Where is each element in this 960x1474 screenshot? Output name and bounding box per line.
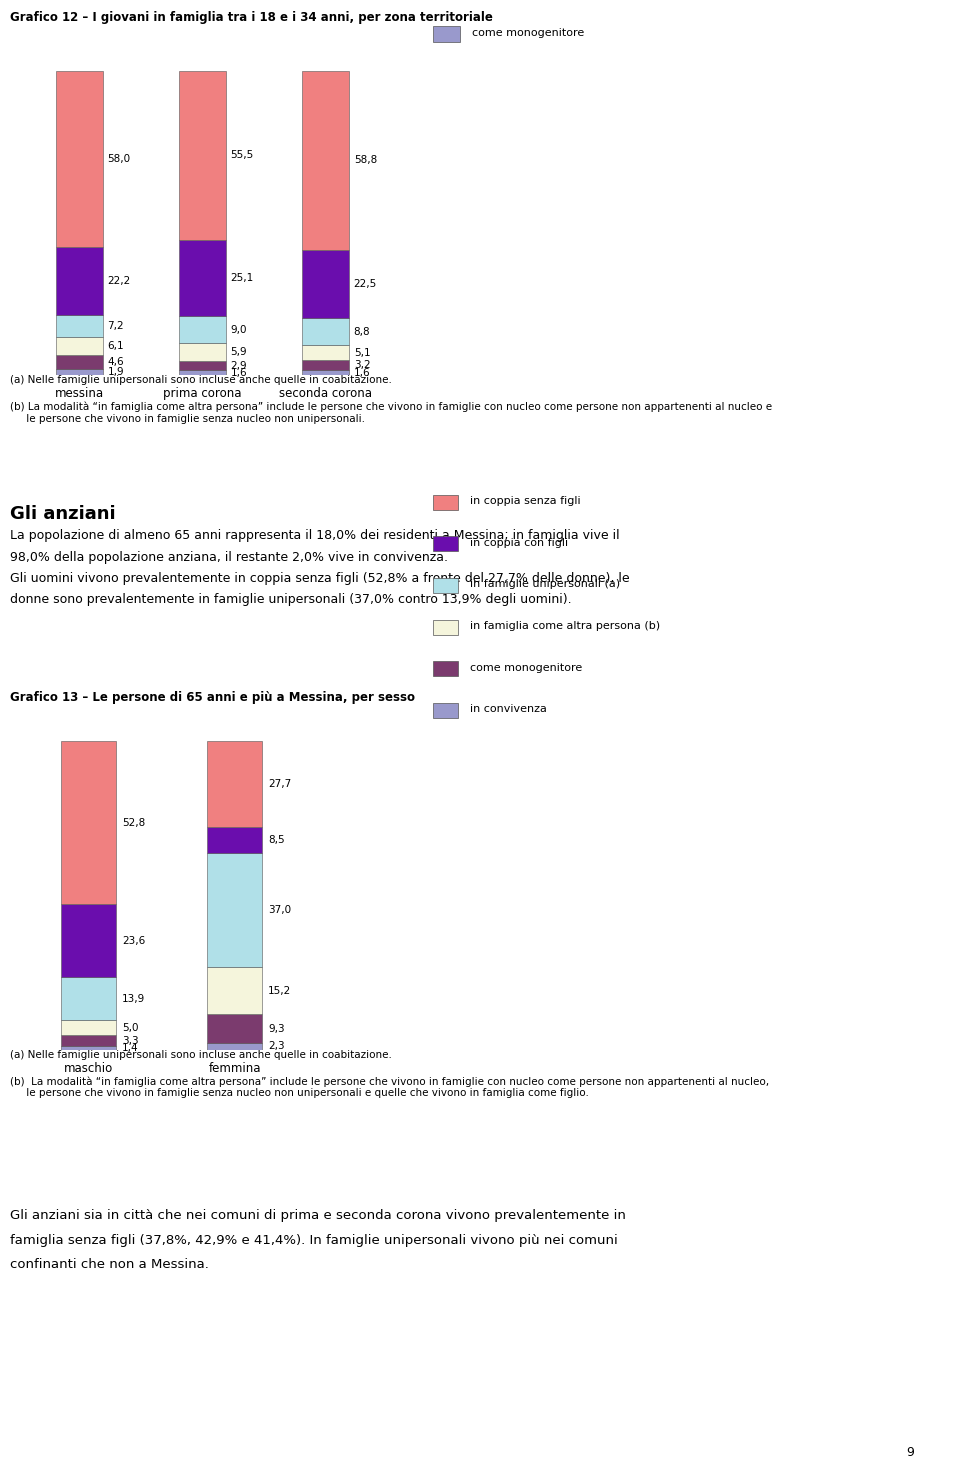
Bar [206,1014,262,1044]
Text: 5,1: 5,1 [353,348,371,358]
Text: 1,4: 1,4 [122,1042,138,1052]
Text: come monogenitore: come monogenitore [470,662,583,672]
Text: 22,2: 22,2 [108,276,131,286]
Text: Grafico 12 – I giovani in famiglia tra i 18 e i 34 anni, per zona territoriale: Grafico 12 – I giovani in famiglia tra i… [10,10,492,24]
Text: confinanti che non a Messina.: confinanti che non a Messina. [10,1257,209,1271]
Bar [433,495,458,510]
Text: donne sono prevalentemente in famiglie unipersonali (37,0% contro 13,9% degli uo: donne sono prevalentemente in famiglie u… [10,593,571,606]
Bar [206,967,262,1014]
Text: 5,0: 5,0 [122,1023,138,1033]
Text: 5,9: 5,9 [230,348,248,357]
Text: 22,5: 22,5 [353,279,377,289]
Bar [433,537,458,551]
Text: in coppia con figli: in coppia con figli [470,538,568,547]
Text: 3,2: 3,2 [353,360,371,370]
Bar [179,343,226,361]
Text: 2,3: 2,3 [268,1042,285,1051]
Bar [206,741,262,827]
Text: 58,0: 58,0 [108,155,131,164]
Bar [179,361,226,370]
Bar [179,240,226,315]
Bar [206,827,262,853]
Text: 25,1: 25,1 [230,273,253,283]
Text: seconda corona: seconda corona [279,388,372,399]
Bar [302,345,348,361]
Text: 8,8: 8,8 [353,327,371,336]
Bar [302,71,348,249]
Text: Gli uomini vivono prevalentemente in coppia senza figli (52,8% a fronte del 27,7: Gli uomini vivono prevalentemente in cop… [10,572,630,585]
Text: (b)  La modalità “in famiglia come altra persona” include le persone che vivono : (b) La modalità “in famiglia come altra … [10,1076,769,1098]
Text: Grafico 13 – Le persone di 65 anni e più a Messina, per sesso: Grafico 13 – Le persone di 65 anni e più… [10,690,415,703]
Bar [302,361,348,370]
Text: (a) Nelle famiglie unipersonali sono incluse anche quelle in coabitazione.: (a) Nelle famiglie unipersonali sono inc… [10,374,392,385]
Bar [433,619,458,635]
Bar [56,248,103,315]
Text: 37,0: 37,0 [268,905,291,915]
Bar [302,249,348,318]
Text: maschio: maschio [63,1063,113,1076]
Text: in famiglie unipersonali (a): in famiglie unipersonali (a) [470,579,620,590]
Text: 6,1: 6,1 [108,340,124,351]
Text: come monogenitore: come monogenitore [472,28,585,38]
Text: 2,9: 2,9 [230,361,248,371]
Bar [302,370,348,374]
Bar [56,368,103,374]
Text: 9,0: 9,0 [230,324,247,335]
Bar [60,1045,116,1049]
Bar [179,370,226,374]
Text: 52,8: 52,8 [122,818,145,828]
Text: Gli anziani sia in città che nei comuni di prima e seconda corona vivono prevale: Gli anziani sia in città che nei comuni … [10,1209,626,1222]
Text: 1,6: 1,6 [353,367,371,377]
Bar [60,1036,116,1045]
Text: 4,6: 4,6 [108,357,124,367]
Bar [60,741,116,904]
Text: 9,3: 9,3 [268,1023,285,1033]
Text: 3,3: 3,3 [122,1036,138,1045]
Bar [179,71,226,240]
Text: Gli anziani: Gli anziani [10,506,115,523]
Text: 98,0% della popolazione anziana, il restante 2,0% vive in convivenza.: 98,0% della popolazione anziana, il rest… [10,550,448,563]
Text: 23,6: 23,6 [122,936,145,946]
Bar [56,336,103,355]
Bar [433,662,458,677]
Bar [56,315,103,336]
Text: messina: messina [55,388,104,399]
Text: in convivenza: in convivenza [470,705,547,715]
Text: (b) La modalità “in famiglia come altra persona” include le persone che vivono i: (b) La modalità “in famiglia come altra … [10,401,772,423]
Bar [206,1044,262,1049]
Text: 13,9: 13,9 [122,993,145,1004]
Bar [179,315,226,343]
Text: La popolazione di almeno 65 anni rappresenta il 18,0% dei residenti a Messina; i: La popolazione di almeno 65 anni rappres… [10,529,619,542]
Text: 9: 9 [906,1446,914,1459]
Text: 58,8: 58,8 [353,155,377,165]
Text: femmina: femmina [208,1063,261,1076]
Text: (a) Nelle famiglie unipersonali sono incluse anche quelle in coabitazione.: (a) Nelle famiglie unipersonali sono inc… [10,1049,392,1060]
Text: 55,5: 55,5 [230,150,253,161]
Bar [60,1020,116,1036]
Text: 7,2: 7,2 [108,321,124,330]
Bar [56,355,103,368]
Bar [433,25,460,43]
Text: famiglia senza figli (37,8%, 42,9% e 41,4%). In famiglie unipersonali vivono più: famiglia senza figli (37,8%, 42,9% e 41,… [10,1234,617,1247]
Text: 8,5: 8,5 [268,834,285,845]
Text: 1,9: 1,9 [108,367,124,377]
Bar [60,904,116,977]
Text: 15,2: 15,2 [268,986,292,996]
Text: prima corona: prima corona [163,388,242,399]
Bar [60,977,116,1020]
Text: 27,7: 27,7 [268,778,292,789]
Bar [206,853,262,967]
Text: 1,6: 1,6 [230,367,248,377]
Text: in coppia senza figli: in coppia senza figli [470,495,581,506]
Bar [56,71,103,248]
Bar [433,703,458,718]
Text: in famiglia come altra persona (b): in famiglia come altra persona (b) [470,621,660,631]
Bar [302,318,348,345]
Bar [433,578,458,593]
